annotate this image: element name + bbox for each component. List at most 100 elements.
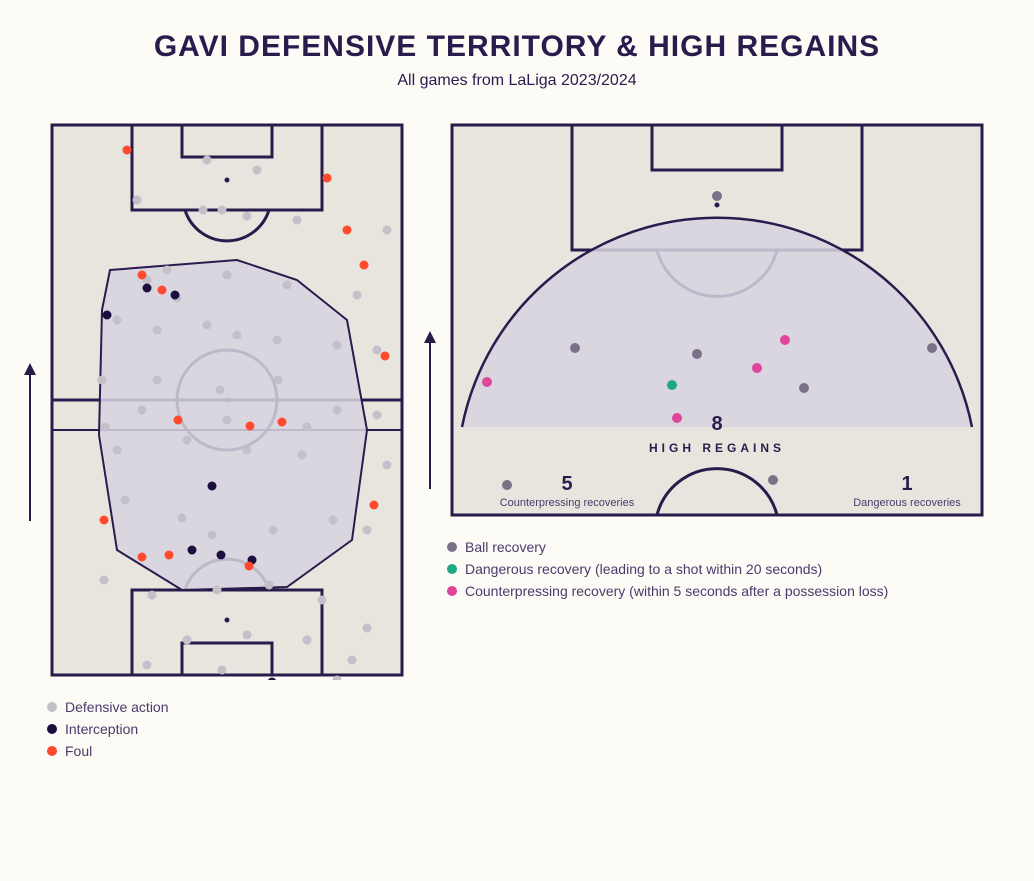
defensive-action-dot bbox=[143, 661, 152, 670]
defensive-action-dot bbox=[98, 376, 107, 385]
defensive-action-dot bbox=[269, 526, 278, 535]
defensive-action-dot bbox=[253, 166, 262, 175]
defensive-action-dot bbox=[218, 206, 227, 215]
defensive-action-dot bbox=[199, 206, 208, 215]
foul-dot bbox=[278, 418, 287, 427]
legend-label: Counterpressing recovery (within 5 secon… bbox=[465, 583, 888, 599]
defensive-action-dot bbox=[178, 514, 187, 523]
high-regains-label: HIGH REGAINS bbox=[649, 441, 785, 455]
defensive-action-dot bbox=[163, 266, 172, 275]
defensive-action-dot bbox=[133, 196, 142, 205]
foul-dot bbox=[138, 553, 147, 562]
defensive-action-dot bbox=[233, 331, 242, 340]
interception-dot bbox=[171, 291, 180, 300]
legend-item: Counterpressing recovery (within 5 secon… bbox=[447, 583, 987, 599]
defensive-action-dot bbox=[243, 212, 252, 221]
defensive-action-dot bbox=[183, 436, 192, 445]
foul-dot bbox=[323, 174, 332, 183]
defensive-action-dot bbox=[183, 636, 192, 645]
right-panel: 8 HIGH REGAINS 5 Counterpressing recover… bbox=[447, 120, 987, 605]
counterpressing-label: Counterpressing recoveries bbox=[500, 497, 635, 509]
defensive-action-dot bbox=[373, 346, 382, 355]
high-regains-value: 8 bbox=[711, 413, 722, 435]
defensive-action-dot bbox=[208, 531, 217, 540]
dangerous-label: Dangerous recoveries bbox=[853, 497, 961, 509]
legend-swatch bbox=[447, 542, 457, 552]
page-subtitle: All games from LaLiga 2023/2024 bbox=[40, 72, 994, 90]
interception-dot bbox=[188, 546, 197, 555]
defensive-action-dot bbox=[121, 496, 130, 505]
left-panel: Defensive action Interception Foul bbox=[47, 120, 407, 765]
defensive-action-dot bbox=[373, 411, 382, 420]
defensive-action-dot bbox=[148, 591, 157, 600]
interception-dot bbox=[268, 678, 277, 681]
dangerous-recovery-dot bbox=[667, 380, 677, 390]
interception-dot bbox=[217, 551, 226, 560]
ball-recovery-dot bbox=[768, 475, 778, 485]
defensive-territory-pitch bbox=[47, 120, 407, 680]
foul-dot bbox=[245, 562, 254, 571]
ball-recovery-dot bbox=[692, 349, 702, 359]
legend-swatch bbox=[47, 724, 57, 734]
legend-item: Ball recovery bbox=[447, 539, 987, 555]
defensive-action-dot bbox=[138, 406, 147, 415]
legend-label: Defensive action bbox=[65, 699, 169, 715]
counterpressing-recovery-dot bbox=[752, 363, 762, 373]
defensive-action-dot bbox=[243, 631, 252, 640]
direction-arrow-icon bbox=[21, 363, 39, 523]
defensive-action-dot bbox=[153, 326, 162, 335]
defensive-action-dot bbox=[329, 516, 338, 525]
defensive-action-dot bbox=[303, 423, 312, 432]
legend-swatch bbox=[47, 746, 57, 756]
legend-item: Defensive action bbox=[47, 699, 407, 715]
dangerous-value: 1 bbox=[901, 473, 912, 495]
foul-dot bbox=[174, 416, 183, 425]
defensive-action-dot bbox=[265, 581, 274, 590]
legend-swatch bbox=[447, 564, 457, 574]
ball-recovery-dot bbox=[502, 480, 512, 490]
defensive-action-dot bbox=[348, 656, 357, 665]
foul-dot bbox=[381, 352, 390, 361]
defensive-action-dot bbox=[274, 376, 283, 385]
legend-item: Foul bbox=[47, 743, 407, 759]
foul-dot bbox=[370, 501, 379, 510]
defensive-action-dot bbox=[223, 416, 232, 425]
foul-dot bbox=[165, 551, 174, 560]
defensive-action-dot bbox=[153, 376, 162, 385]
legend-swatch bbox=[447, 586, 457, 596]
foul-dot bbox=[343, 226, 352, 235]
defensive-action-dot bbox=[100, 576, 109, 585]
defensive-action-dot bbox=[223, 271, 232, 280]
foul-dot bbox=[246, 422, 255, 431]
foul-dot bbox=[158, 286, 167, 295]
defensive-action-dot bbox=[101, 423, 110, 432]
left-legend: Defensive action Interception Foul bbox=[47, 699, 407, 759]
defensive-action-dot bbox=[353, 291, 362, 300]
defensive-action-dot bbox=[218, 666, 227, 675]
counterpressing-value: 5 bbox=[561, 473, 572, 495]
defensive-action-dot bbox=[273, 336, 282, 345]
defensive-action-dot bbox=[383, 461, 392, 470]
defensive-action-dot bbox=[216, 386, 225, 395]
interception-dot bbox=[143, 284, 152, 293]
legend-label: Foul bbox=[65, 743, 92, 759]
defensive-action-dot bbox=[113, 446, 122, 455]
defensive-action-dot bbox=[203, 156, 212, 165]
right-legend: Ball recoveryDangerous recovery (leading… bbox=[447, 539, 987, 599]
counterpressing-recovery-dot bbox=[780, 335, 790, 345]
legend-label: Interception bbox=[65, 721, 138, 737]
defensive-action-dot bbox=[298, 451, 307, 460]
high-regains-pitch: 8 HIGH REGAINS 5 Counterpressing recover… bbox=[447, 120, 987, 520]
defensive-action-dot bbox=[333, 341, 342, 350]
defensive-action-dot bbox=[283, 281, 292, 290]
defensive-action-dot bbox=[113, 316, 122, 325]
counterpressing-recovery-dot bbox=[482, 377, 492, 387]
page-title: GAVI DEFENSIVE TERRITORY & HIGH REGAINS bbox=[40, 30, 994, 64]
defensive-action-dot bbox=[213, 586, 222, 595]
legend-item: Interception bbox=[47, 721, 407, 737]
ball-recovery-dot bbox=[799, 383, 809, 393]
panels-container: Defensive action Interception Foul 8 HIGH … bbox=[40, 120, 994, 765]
defensive-action-dot bbox=[363, 526, 372, 535]
legend-swatch bbox=[47, 702, 57, 712]
defensive-action-dot bbox=[318, 596, 327, 605]
